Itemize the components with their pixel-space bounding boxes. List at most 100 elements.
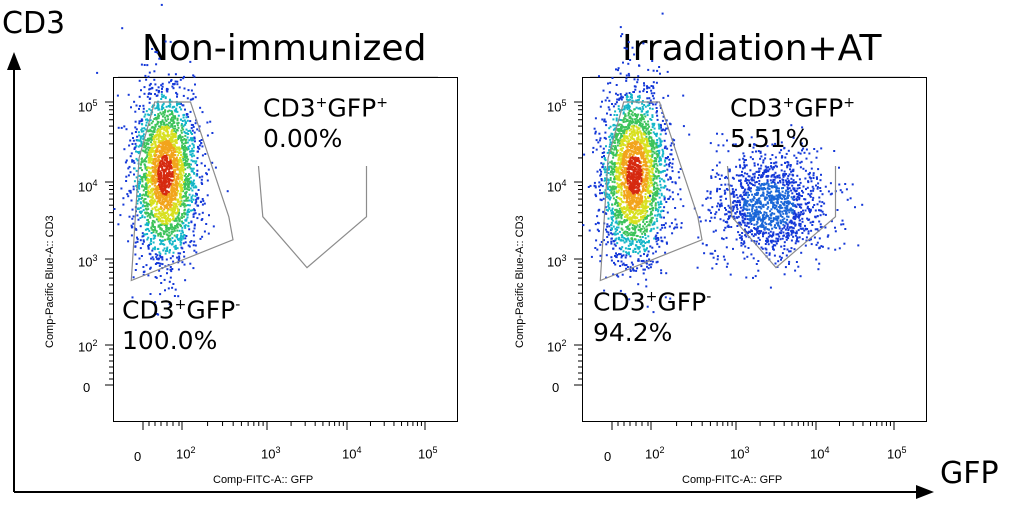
event-dot — [117, 126, 120, 129]
event-dot — [160, 140, 163, 143]
event-dot — [187, 185, 189, 188]
event-dot — [160, 160, 163, 163]
event-dot — [659, 72, 661, 75]
event-dot — [158, 144, 161, 147]
event-dot — [640, 211, 643, 214]
event-dot — [146, 190, 148, 193]
event-dot — [141, 127, 144, 130]
event-dot — [175, 159, 178, 162]
event-dot — [165, 148, 167, 151]
event-dot — [159, 235, 162, 238]
event-dot — [658, 245, 661, 248]
event-dot — [616, 178, 619, 181]
event-dot — [169, 201, 172, 204]
event-dot — [621, 223, 624, 226]
event-dot — [645, 189, 648, 192]
event-dot — [159, 196, 162, 199]
event-dot — [150, 130, 153, 133]
event-dot — [616, 129, 619, 132]
event-dot — [624, 293, 627, 296]
event-dot — [622, 144, 625, 147]
event-dot — [605, 254, 608, 257]
event-dot — [137, 182, 140, 185]
event-dot — [160, 189, 163, 192]
event-dot — [183, 87, 186, 90]
event-dot — [606, 151, 609, 154]
event-dot — [642, 225, 645, 228]
event-dot — [157, 117, 160, 120]
event-dot — [145, 184, 148, 187]
event-dot — [172, 127, 175, 130]
event-dot — [158, 154, 160, 157]
event-dot — [620, 98, 623, 101]
event-dot — [163, 111, 166, 114]
event-dot — [652, 174, 655, 177]
event-dot — [125, 128, 128, 131]
event-dot — [652, 69, 655, 72]
event-dot — [124, 161, 127, 164]
event-dot — [157, 113, 160, 116]
event-dot — [641, 232, 644, 235]
event-dot — [648, 196, 651, 199]
event-dot — [640, 260, 643, 262]
event-dot — [148, 229, 151, 232]
event-dot — [142, 234, 145, 237]
event-dot — [128, 189, 131, 192]
event-dot — [663, 206, 666, 209]
event-dot — [612, 215, 615, 218]
event-dot — [140, 210, 143, 213]
event-dot — [160, 84, 163, 87]
event-dot — [609, 125, 612, 128]
event-dot — [154, 140, 157, 143]
event-dot — [157, 103, 160, 106]
event-dot — [636, 224, 639, 227]
event-dot — [170, 212, 173, 215]
event-dot — [142, 138, 145, 140]
event-dot — [630, 137, 633, 140]
event-dot — [635, 147, 638, 150]
event-dot — [598, 139, 601, 142]
event-dot — [631, 99, 634, 102]
event-dot — [622, 160, 624, 162]
event-dot — [138, 105, 141, 108]
event-dot — [176, 124, 179, 127]
event-dot — [135, 228, 138, 231]
event-dot — [156, 186, 159, 189]
event-dot — [615, 208, 618, 211]
event-dot — [652, 139, 655, 142]
event-dot — [657, 188, 660, 190]
event-dot — [617, 211, 620, 214]
event-dot — [144, 233, 147, 236]
event-dot — [156, 178, 159, 181]
event-dot — [153, 176, 156, 179]
event-dot — [643, 84, 646, 87]
event-dot — [154, 144, 157, 147]
event-dot — [144, 228, 147, 231]
event-dot — [173, 295, 176, 297]
event-dot — [599, 243, 602, 246]
event-dot — [624, 247, 627, 250]
event-dot — [653, 92, 656, 95]
event-dot — [640, 136, 643, 139]
event-dot — [608, 149, 611, 152]
event-dot — [183, 75, 185, 78]
gate-label-cd3-gfp-pos: CD3+GFP+ 0.00% — [263, 93, 388, 154]
event-dot — [652, 206, 655, 209]
event-dot — [673, 227, 676, 230]
event-dot — [146, 173, 149, 176]
event-dot — [627, 203, 630, 206]
event-dot — [159, 223, 162, 226]
event-dot — [185, 183, 188, 186]
event-dot — [625, 187, 628, 190]
event-dot — [612, 168, 615, 170]
event-dot — [644, 195, 647, 198]
event-dot — [137, 186, 140, 189]
event-dot — [651, 60, 654, 62]
event-dot — [161, 106, 164, 109]
event-dot — [625, 267, 628, 270]
event-dot — [655, 150, 658, 153]
event-dot — [164, 184, 167, 187]
event-dot — [174, 246, 177, 249]
event-dot — [648, 161, 651, 164]
event-dot — [155, 153, 158, 156]
